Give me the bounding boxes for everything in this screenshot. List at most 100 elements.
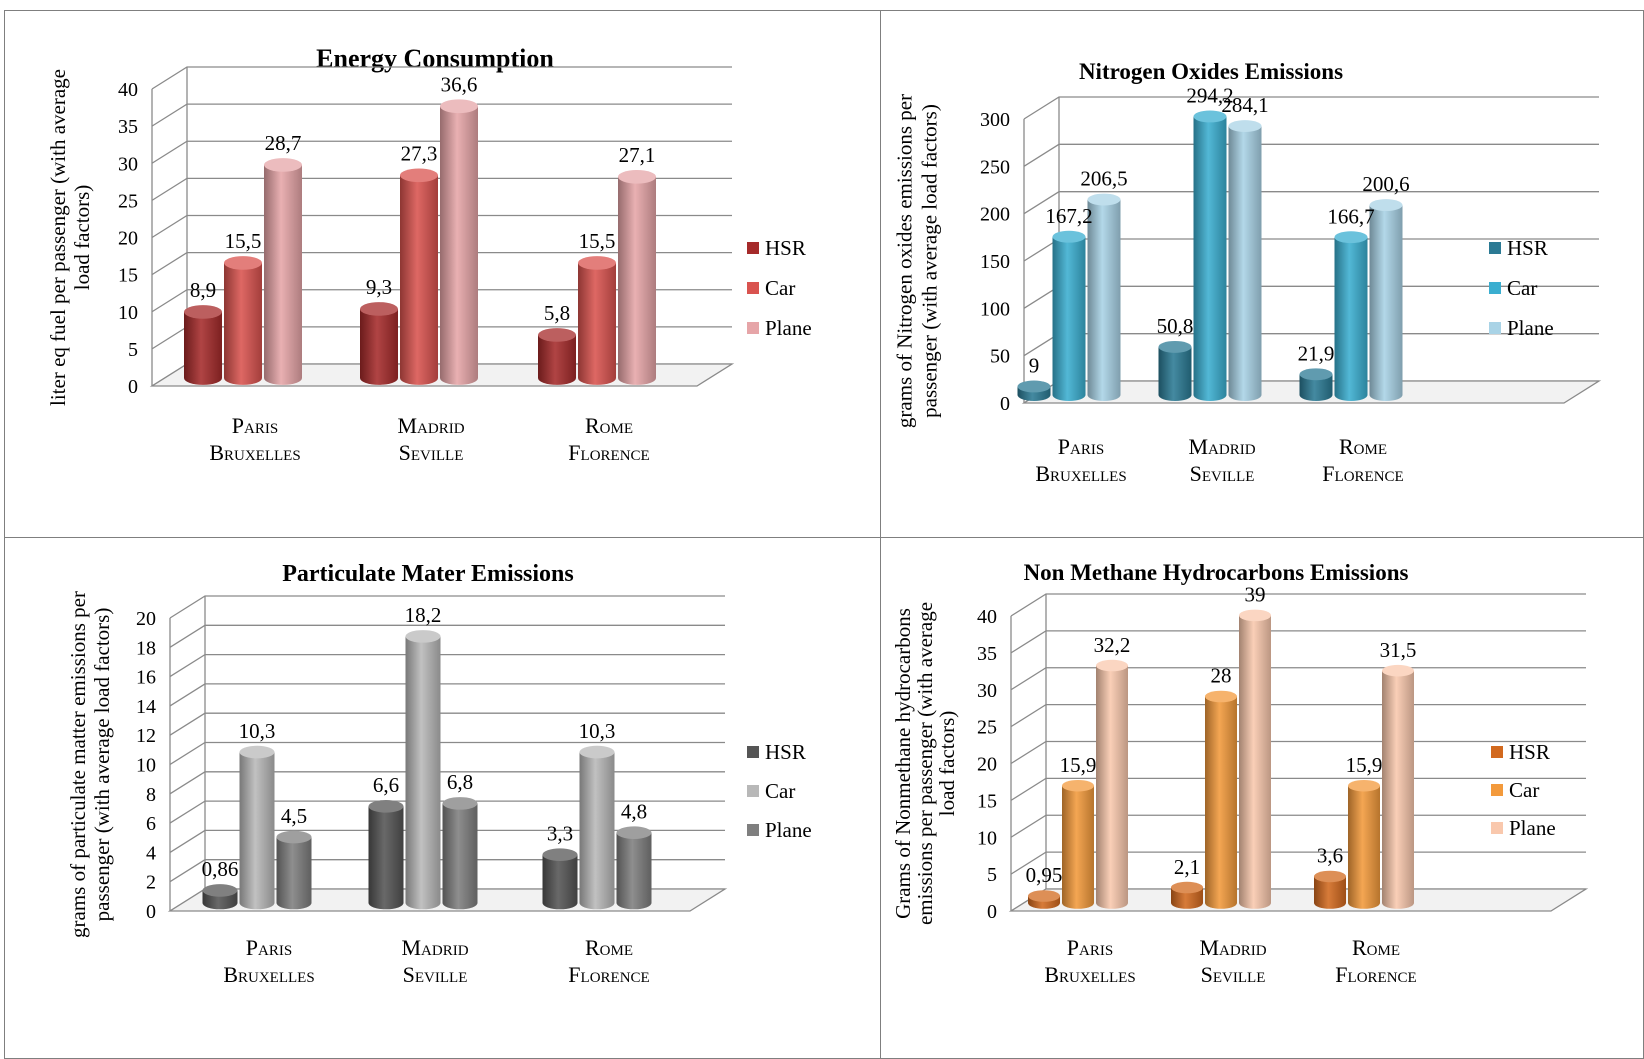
x-tick-label: Seville	[1201, 962, 1266, 987]
particulate-matter-chart: Particulate Mater Emissions 0 2 4 6 8 10 12 14 16…	[66, 561, 812, 987]
gridlines	[151, 66, 732, 387]
y-axis-label-line: passenger (with average load factors)	[918, 104, 942, 418]
y-tick-label: 16	[136, 667, 156, 689]
y-tick-label: 200	[980, 204, 1010, 226]
y-tick-label: 6	[146, 813, 156, 835]
legend: HSR Car Plane	[1489, 236, 1554, 340]
x-tick-label: Paris	[246, 935, 292, 960]
bar-car-2	[579, 745, 615, 910]
bar-body	[1369, 205, 1403, 401]
x-tick-label: Bruxelles	[223, 962, 314, 987]
data-label: 36,6	[441, 72, 478, 96]
bar-body	[405, 636, 441, 910]
bar-plane-2	[616, 826, 652, 910]
bar-top	[616, 826, 652, 839]
chart-title: Energy Consumption	[316, 44, 554, 73]
data-label: 166,7	[1327, 204, 1374, 228]
data-label: 10,3	[239, 719, 276, 743]
x-tick-label: Madrid	[397, 413, 464, 438]
data-label: 32,2	[1094, 633, 1131, 657]
legend-swatch	[1491, 822, 1503, 834]
legend-entry: Car	[765, 779, 795, 803]
legend-swatch	[747, 322, 759, 334]
data-label: 294,2	[1186, 84, 1233, 108]
bar-body	[538, 334, 576, 385]
data-label: 28	[1211, 664, 1232, 688]
bar-car-0	[1052, 230, 1086, 401]
nmhc-panel: Non Methane Hydrocarbons Emissions 0 5 10 15…	[880, 537, 1644, 1059]
gridline	[169, 683, 725, 707]
y-tick-label: 12	[136, 725, 156, 747]
legend-entry: Car	[1507, 276, 1537, 300]
legend: HSR Car Plane	[747, 236, 812, 340]
bar-plane-1	[442, 797, 478, 910]
x-tick-label: Rome	[1352, 935, 1400, 960]
bar-top	[1052, 230, 1086, 243]
gridline	[169, 595, 725, 619]
bar-top	[1299, 368, 1333, 381]
bar-car-1	[1193, 110, 1227, 401]
y-tick-label: 50	[990, 346, 1010, 368]
x-tick-label: Rome	[585, 413, 633, 438]
bar-body	[1087, 199, 1121, 401]
y-tick-label: 25	[977, 717, 997, 739]
bar-plane-1	[440, 99, 478, 385]
legend-swatch	[747, 785, 759, 797]
y-tick-label: 25	[118, 190, 138, 212]
legend-swatch	[1491, 784, 1503, 796]
nitrogen-oxides-panel: Nitrogen Oxides Emissions 0 50 100 150 200 250…	[880, 10, 1644, 539]
legend-entry: HSR	[1507, 236, 1548, 260]
bar-top	[579, 745, 615, 759]
legend-entry: Plane	[1507, 316, 1554, 340]
bar-top	[1087, 193, 1121, 206]
bar-hsr-1	[1171, 881, 1203, 909]
chart-title: Non Methane Hydrocarbons Emissions	[1024, 560, 1409, 585]
bar-body	[579, 752, 615, 910]
y-tick-label: 20	[977, 754, 997, 776]
bar-body	[578, 262, 616, 385]
y-tick-label: 40	[118, 79, 138, 101]
bar-hsr-0	[1017, 380, 1051, 401]
bar-body	[400, 175, 438, 385]
x-tick-label: Madrid	[1188, 434, 1255, 459]
legend: HSR Car Plane	[747, 740, 812, 842]
y-tick-label: 20	[118, 228, 138, 250]
data-label: 31,5	[1380, 638, 1417, 662]
bar-top	[1028, 890, 1060, 902]
bar-top	[400, 168, 438, 183]
y-tick-label: 0	[987, 901, 997, 923]
bar-car-2	[1348, 779, 1380, 909]
y-tick-label: 10	[136, 755, 156, 777]
y-tick-label: 100	[980, 298, 1010, 320]
bar-top	[1369, 199, 1403, 212]
bar-top	[538, 328, 576, 342]
legend-swatch	[1489, 322, 1501, 334]
y-tick-label: 20	[136, 608, 156, 630]
data-label: 50,8	[1157, 314, 1194, 338]
bar-hsr-1	[368, 800, 404, 910]
y-tick-label: 8	[146, 784, 156, 806]
bar-plane-1	[1228, 120, 1262, 401]
x-tick-label: Florence	[568, 962, 649, 987]
legend-entry: HSR	[765, 236, 806, 260]
bar-hsr-0	[202, 884, 238, 910]
y-tick-label: 14	[136, 696, 156, 718]
y-tick-label: 18	[136, 637, 156, 659]
chart-title: Particulate Mater Emissions	[282, 561, 574, 587]
bar-plane-2	[1382, 664, 1414, 909]
bar-car-0	[224, 256, 262, 385]
data-label: 9,3	[366, 275, 392, 299]
bar-body	[618, 176, 656, 385]
bar-top	[264, 158, 302, 172]
bar-top	[1314, 870, 1346, 883]
y-tick-label: 35	[977, 643, 997, 665]
y-tick-label: 5	[987, 864, 997, 886]
bar-top	[1017, 380, 1051, 393]
gridline	[1023, 143, 1599, 167]
particulate-matter-panel: Particulate Mater Emissions 0 2 4 6 8 10 12 14 16…	[4, 537, 882, 1059]
data-label: 27,1	[619, 143, 656, 167]
legend-swatch	[1491, 746, 1503, 758]
bar-hsr-0	[1028, 890, 1060, 909]
bar-top	[1382, 664, 1414, 677]
bars	[1028, 609, 1414, 909]
